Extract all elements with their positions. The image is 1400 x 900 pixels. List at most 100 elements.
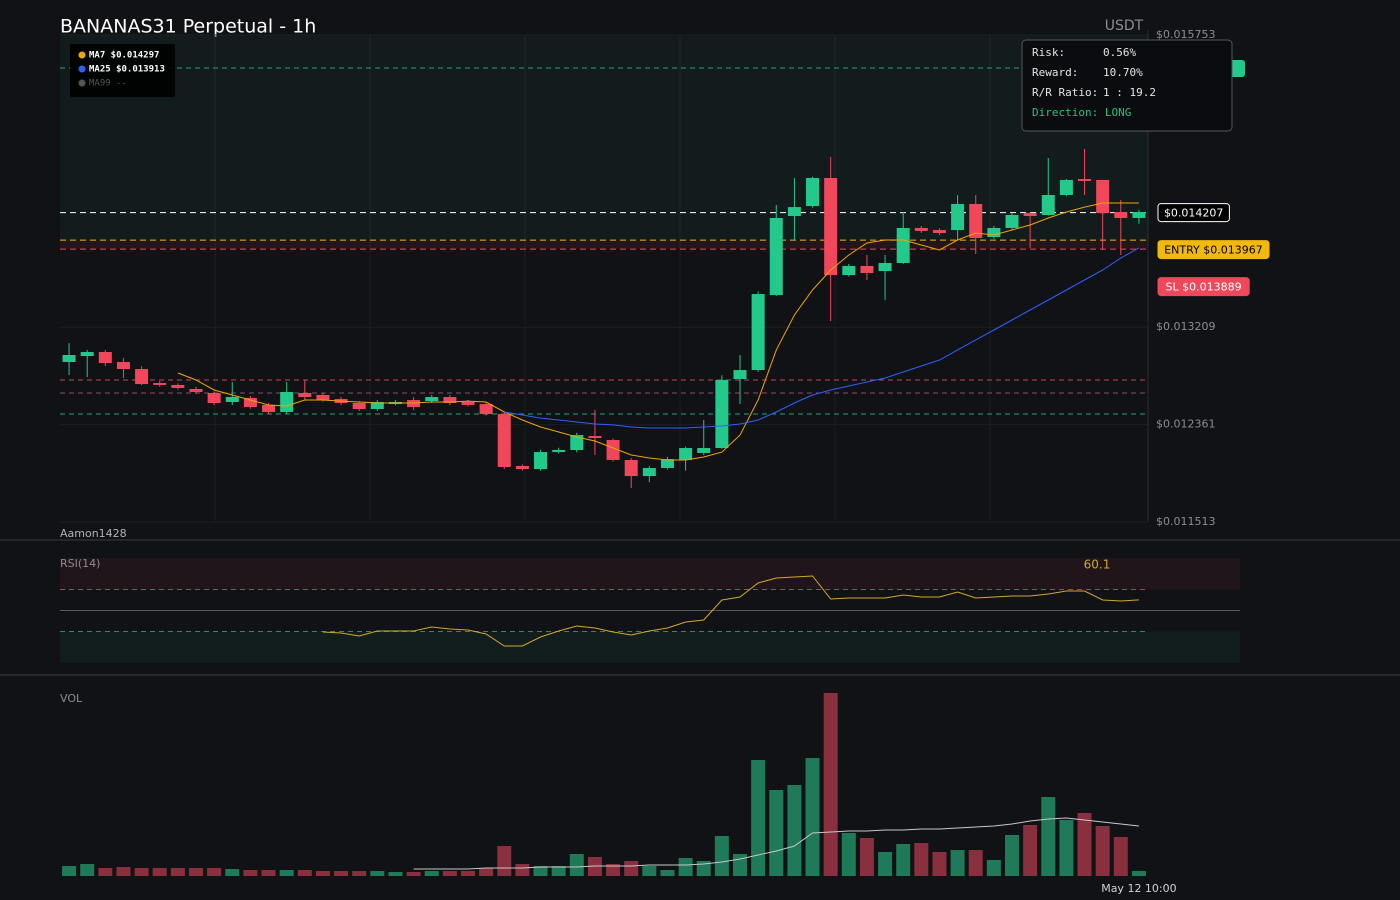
volume-bar: [678, 858, 693, 876]
candle-body: [660, 459, 674, 469]
volume-bar: [297, 870, 312, 876]
candle-body: [207, 393, 221, 404]
candle-body: [479, 404, 493, 415]
candle-body: [80, 352, 94, 357]
rsi-value-label: 60.1: [1084, 558, 1111, 572]
volume-bar: [1131, 871, 1146, 876]
volume-bar: [950, 850, 965, 876]
candle-body: [1005, 214, 1019, 228]
volume-bar: [1005, 835, 1019, 876]
volume-bar: [225, 869, 240, 876]
candle-body: [280, 391, 294, 412]
info-direction: Direction: LONG: [1032, 106, 1131, 119]
volume-bar: [279, 870, 294, 876]
volume-bar: [914, 843, 929, 876]
volume-bar: [787, 785, 802, 876]
price-tag: [1157, 277, 1250, 297]
candle-body: [842, 265, 856, 276]
volume-bar: [1095, 826, 1110, 876]
candle-body: [171, 384, 185, 388]
info-label: R/R Ratio:: [1032, 86, 1098, 99]
volume-ma-line: [413, 817, 1139, 870]
volume-bar: [606, 864, 621, 876]
volume-bar: [370, 871, 385, 876]
legend-label: MA7 $0.014297: [89, 51, 159, 61]
candle-body: [951, 203, 965, 231]
volume-bar: [116, 867, 131, 876]
candle-body: [534, 452, 548, 470]
volume-bar: [1023, 825, 1038, 876]
info-label: Risk:: [1032, 46, 1065, 59]
candle-body: [497, 414, 511, 467]
info-box: Risk: 0.56% Reward: 10.70% R/R Ratio: 1 …: [1021, 39, 1233, 132]
volume-bar: [642, 866, 657, 876]
y-tick-label: $0.012361: [1156, 418, 1216, 431]
candle-body: [1096, 179, 1110, 214]
candle-body: [1059, 179, 1073, 195]
candle-body: [1078, 179, 1092, 181]
candle-body: [189, 388, 203, 392]
y-tick-label: $0.011513: [1156, 515, 1216, 528]
candle-body: [225, 397, 239, 402]
price-tag-label: SL $0.013889: [1166, 281, 1242, 294]
y-tick-label: $0.013209: [1156, 320, 1216, 333]
volume-bar: [98, 868, 113, 876]
volume-bar: [80, 864, 95, 876]
candle-body: [370, 401, 384, 409]
overbought-zone: [60, 558, 1240, 590]
candle-body: [262, 404, 276, 412]
price-tag: [1157, 240, 1270, 260]
candle-body: [352, 403, 366, 409]
candle-body: [62, 354, 76, 363]
volume-bar: [714, 836, 729, 876]
candle-body: [135, 369, 149, 385]
y-tick-label: $0.015753: [1156, 28, 1216, 41]
volume-bar: [315, 871, 330, 876]
info-value: 1 : 19.2: [1103, 86, 1156, 99]
candle-body: [1114, 211, 1128, 218]
volume-bar: [406, 872, 421, 876]
candle-body: [153, 383, 167, 385]
volume-bar: [751, 760, 766, 876]
candle-body: [969, 203, 983, 238]
price-tag: [1157, 203, 1230, 223]
ma-line: [504, 247, 1140, 429]
candle-body: [606, 439, 620, 460]
candle-body: [642, 468, 656, 477]
volume-bar: [932, 852, 947, 876]
volume-bar: [896, 844, 911, 876]
candle-body: [914, 227, 928, 231]
volume-bar: [1077, 813, 1092, 876]
candle-body: [1023, 213, 1037, 217]
price-tag-label: $0.014207: [1164, 207, 1224, 220]
volume-bar: [207, 868, 222, 876]
legend-bg: [70, 44, 175, 97]
candle-body: [588, 435, 602, 439]
volume-bar: [769, 790, 784, 876]
candle-body: [1132, 211, 1146, 218]
candle-body: [316, 394, 330, 401]
candle-body: [878, 262, 892, 272]
candle-body: [443, 397, 457, 404]
volume-bar: [388, 872, 403, 876]
volume-bar: [696, 861, 711, 876]
volume-bar: [660, 870, 675, 876]
candle-body: [769, 217, 783, 296]
candle-body: [751, 294, 765, 371]
candle-body: [298, 393, 312, 398]
chart-title: BANANAS31 Perpetual - 1h: [60, 16, 316, 38]
profit-zone: [60, 35, 1148, 241]
volume-bar: [841, 833, 856, 876]
candle-body: [860, 265, 874, 273]
candle-body: [896, 227, 910, 263]
vol-title: VOL: [60, 692, 83, 705]
volume-bar: [442, 871, 457, 876]
plot: $0.011513 $0.012361 $0.013209 $0.015753 $0.0…: [60, 28, 1270, 895]
volume-bar: [551, 866, 566, 876]
rsi-line: [322, 575, 1139, 647]
info-value: 0.56%: [1103, 46, 1136, 59]
oversold-zone: [60, 631, 1240, 663]
volume-bar: [62, 866, 77, 876]
watermark: Aamon1428: [60, 527, 127, 540]
